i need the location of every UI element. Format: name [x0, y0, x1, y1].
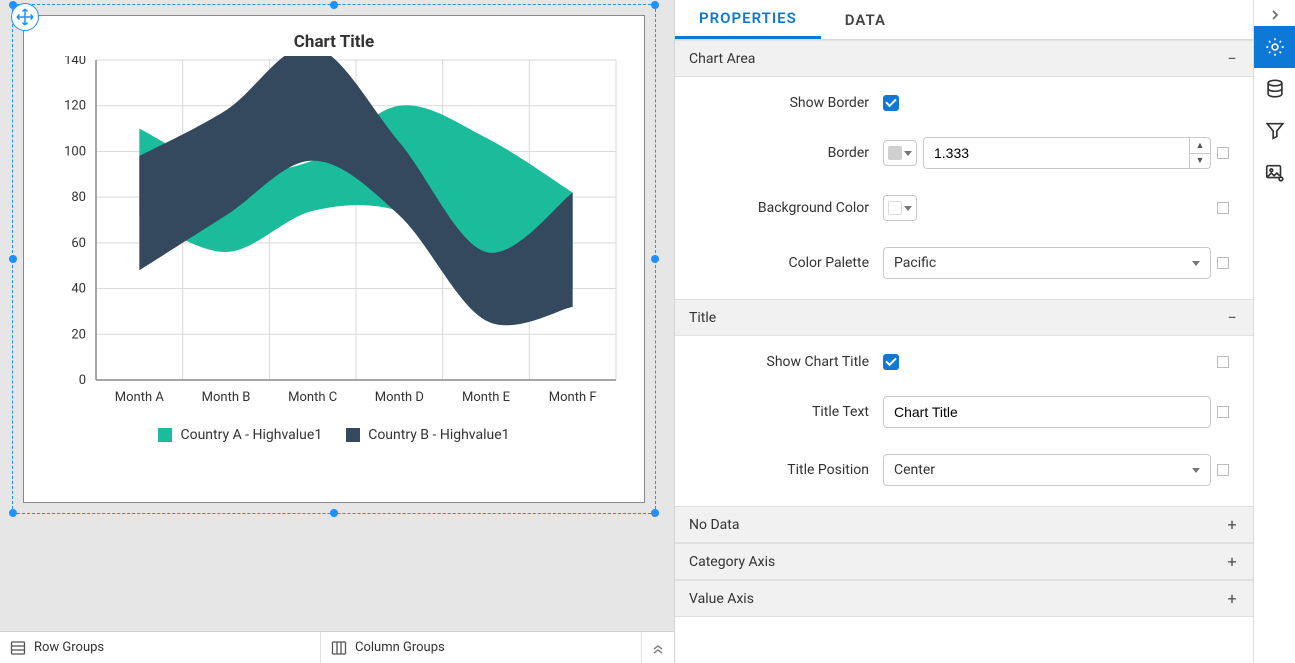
border-width-down[interactable]: ▼ [1190, 154, 1210, 169]
rail-data-button[interactable] [1254, 68, 1295, 110]
section-header-category-axis[interactable]: Category Axis + [675, 543, 1253, 580]
svg-text:20: 20 [71, 327, 86, 342]
chart-object[interactable]: Chart Title 0 20 40 60 80 100 120 140 Month AMo… [23, 15, 645, 503]
color-palette-select[interactable]: Pacific [883, 247, 1211, 279]
section-header-chart-area[interactable]: Chart Area − [675, 40, 1253, 77]
svg-text:80: 80 [71, 190, 86, 205]
title-position-value: Center [894, 462, 935, 478]
background-color-picker[interactable] [883, 195, 917, 221]
color-palette-label: Color Palette [693, 255, 883, 271]
show-border-checkbox[interactable] [883, 95, 899, 111]
svg-text:100: 100 [64, 144, 86, 159]
section-title-no-data: No Data [689, 517, 739, 533]
border-width-input[interactable] [923, 137, 1189, 169]
title-text-input[interactable] [883, 396, 1211, 428]
border-width-up[interactable]: ▲ [1190, 138, 1210, 154]
section-header-value-axis[interactable]: Value Axis + [675, 580, 1253, 617]
expand-icon[interactable]: + [1225, 552, 1239, 571]
properties-panel: PROPERTIES DATA Chart Area − Show Border… [675, 0, 1253, 663]
image-gear-icon [1264, 162, 1286, 184]
show-chart-title-label: Show Chart Title [693, 354, 883, 370]
bind-palette[interactable] [1217, 257, 1229, 269]
expand-icon[interactable]: + [1225, 589, 1239, 608]
resize-handle-sw[interactable] [9, 509, 17, 517]
resize-handle-e[interactable] [651, 255, 659, 263]
resize-handle-ne[interactable] [651, 1, 659, 9]
tab-data[interactable]: DATA [821, 0, 910, 39]
resize-handle-n[interactable] [330, 1, 338, 9]
section-header-no-data[interactable]: No Data + [675, 506, 1253, 543]
color-palette-value: Pacific [894, 255, 936, 271]
section-title-category-axis: Category Axis [689, 554, 775, 570]
row-groups-label: Row Groups [34, 640, 104, 655]
collapse-icon[interactable]: − [1225, 49, 1239, 68]
design-canvas[interactable]: Chart Title 0 20 40 60 80 100 120 140 Month AMo… [0, 0, 674, 663]
svg-text:0: 0 [79, 373, 86, 388]
section-header-title[interactable]: Title − [675, 299, 1253, 336]
chart-title: Chart Title [24, 16, 644, 56]
section-title-chart-area: Chart Area [689, 51, 755, 67]
column-groups-cell[interactable]: Column Groups [321, 632, 642, 663]
columns-icon [331, 640, 347, 656]
chart-legend: Country A - Highvalue1Country B - Highva… [24, 405, 644, 453]
chart-selection-frame[interactable]: Chart Title 0 20 40 60 80 100 120 140 Month AMo… [12, 4, 656, 514]
panel-tabs: PROPERTIES DATA [675, 0, 1253, 40]
svg-text:120: 120 [64, 99, 86, 114]
column-groups-label: Column Groups [355, 640, 445, 655]
show-border-label: Show Border [693, 95, 883, 111]
section-title-value-axis: Value Axis [689, 591, 754, 607]
chart-x-labels: Month AMonth BMonth CMonth DMonth EMonth… [96, 390, 616, 405]
rail-collapse-button[interactable] [1254, 4, 1295, 26]
svg-text:40: 40 [71, 282, 86, 297]
svg-text:140: 140 [64, 56, 86, 68]
show-chart-title-checkbox[interactable] [883, 354, 899, 370]
resize-handle-s[interactable] [330, 509, 338, 517]
bind-title-position[interactable] [1217, 464, 1229, 476]
border-color-picker[interactable] [883, 140, 917, 166]
database-icon [1264, 78, 1286, 100]
groups-bar: Row Groups Column Groups [0, 631, 674, 663]
bind-show-title[interactable] [1217, 356, 1229, 368]
rail-image-settings-button[interactable] [1254, 152, 1295, 194]
rail-filter-button[interactable] [1254, 110, 1295, 152]
tool-rail [1253, 0, 1295, 663]
funnel-icon [1264, 120, 1286, 142]
tab-properties[interactable]: PROPERTIES [675, 0, 821, 39]
title-position-label: Title Position [693, 462, 883, 478]
groups-expand-button[interactable] [642, 632, 674, 663]
row-groups-cell[interactable]: Row Groups [0, 632, 321, 663]
collapse-icon[interactable]: − [1225, 308, 1239, 327]
rail-properties-button[interactable] [1254, 26, 1295, 68]
bind-background[interactable] [1217, 202, 1229, 214]
gear-icon [1264, 36, 1286, 58]
expand-icon[interactable]: + [1225, 515, 1239, 534]
chart-plot: 0 20 40 60 80 100 120 140 [42, 56, 632, 390]
border-label: Border [693, 145, 883, 161]
title-text-label: Title Text [693, 404, 883, 420]
move-anchor-icon[interactable] [11, 3, 39, 31]
svg-text:60: 60 [71, 236, 86, 251]
resize-handle-se[interactable] [651, 509, 659, 517]
title-position-select[interactable]: Center [883, 454, 1211, 486]
section-title-title: Title [689, 310, 716, 326]
rows-icon [10, 640, 26, 656]
bind-title-text[interactable] [1217, 406, 1229, 418]
resize-handle-w[interactable] [9, 255, 17, 263]
bind-border[interactable] [1217, 147, 1229, 159]
background-color-label: Background Color [693, 200, 883, 216]
